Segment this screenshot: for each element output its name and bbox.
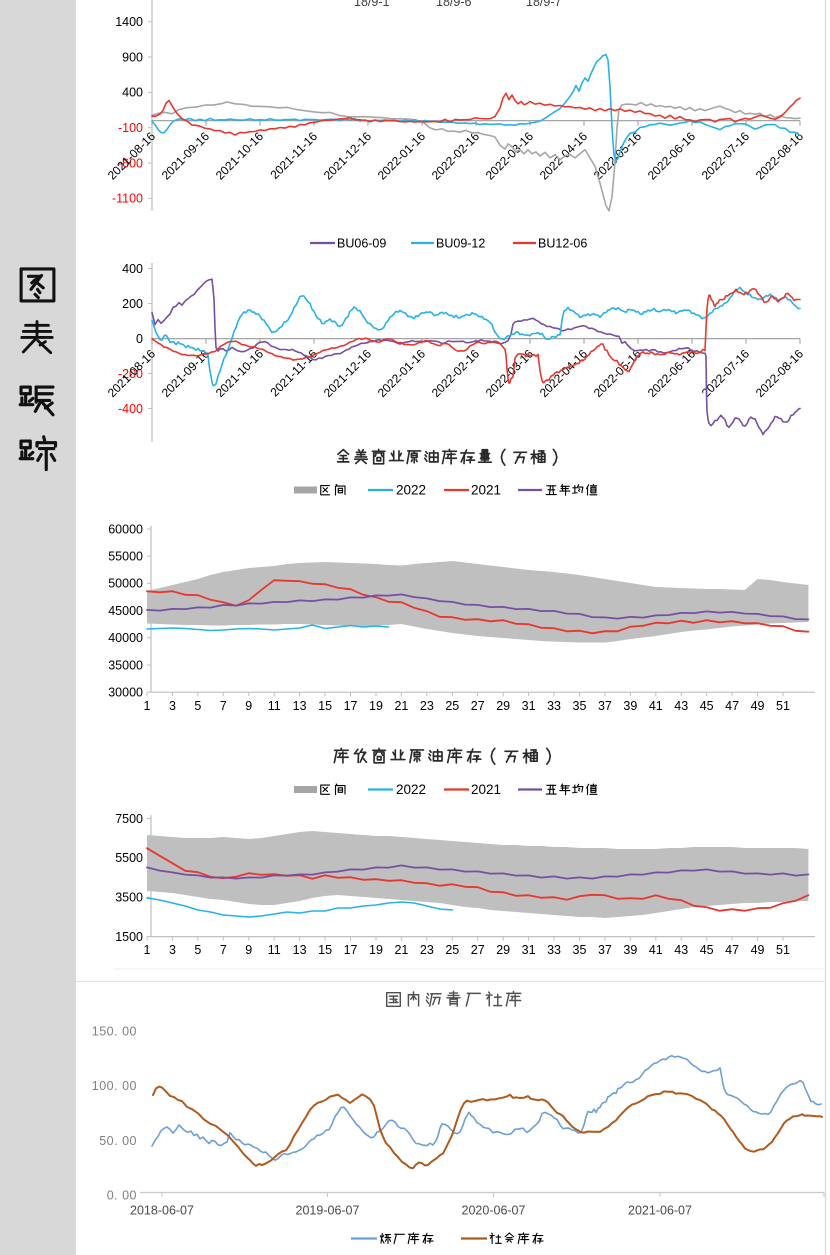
svg-text:39: 39	[623, 699, 637, 713]
svg-text:0. 00: 0. 00	[107, 1189, 137, 1203]
svg-text:37: 37	[598, 699, 612, 713]
svg-text:3500: 3500	[115, 891, 143, 905]
svg-text:39: 39	[623, 943, 637, 957]
svg-text:2021: 2021	[471, 782, 501, 797]
svg-text:9: 9	[245, 699, 252, 713]
svg-text:9: 9	[245, 943, 252, 957]
svg-text:41: 41	[649, 699, 663, 713]
svg-text:18/9-1: 18/9-1	[354, 0, 389, 9]
svg-text:-600: -600	[118, 156, 143, 170]
svg-text:11: 11	[268, 699, 281, 713]
svg-text:5: 5	[194, 943, 201, 957]
svg-text:33: 33	[547, 943, 561, 957]
svg-text:2019-06-07: 2019-06-07	[296, 1204, 360, 1218]
svg-text:60000: 60000	[108, 522, 143, 536]
svg-text:150. 00: 150. 00	[92, 1024, 137, 1038]
svg-text:2021-06-07: 2021-06-07	[628, 1204, 692, 1218]
svg-text:7: 7	[220, 943, 227, 957]
svg-text:5500: 5500	[115, 851, 143, 865]
svg-text:-1100: -1100	[112, 192, 143, 206]
svg-text:2022: 2022	[396, 782, 426, 797]
svg-text:7: 7	[220, 699, 227, 713]
svg-text:37: 37	[598, 943, 612, 957]
svg-text:-400: -400	[118, 402, 143, 416]
svg-text:25: 25	[445, 699, 459, 713]
svg-text:19: 19	[369, 943, 383, 957]
svg-text:2020-06-07: 2020-06-07	[462, 1204, 526, 1218]
svg-text:2018-06-07: 2018-06-07	[130, 1204, 194, 1218]
svg-text:400: 400	[122, 86, 143, 100]
svg-text:31: 31	[522, 699, 536, 713]
svg-text:-100: -100	[118, 121, 143, 135]
svg-text:27: 27	[471, 699, 485, 713]
svg-text:25: 25	[445, 943, 459, 957]
svg-text:50000: 50000	[108, 577, 143, 591]
svg-text:3: 3	[169, 943, 176, 957]
svg-text:900: 900	[122, 50, 143, 64]
svg-text:18/9-7: 18/9-7	[526, 0, 561, 9]
svg-text:21: 21	[394, 699, 408, 713]
svg-text:35000: 35000	[108, 658, 143, 672]
svg-text:BU09-12: BU09-12	[436, 237, 485, 251]
svg-text:17: 17	[344, 943, 358, 957]
svg-text:13: 13	[293, 699, 307, 713]
svg-text:50. 00: 50. 00	[99, 1134, 137, 1148]
svg-text:400: 400	[122, 262, 143, 276]
svg-text:23: 23	[420, 699, 434, 713]
svg-text:27: 27	[471, 943, 485, 957]
svg-text:21: 21	[394, 943, 408, 957]
svg-text:2022: 2022	[396, 483, 426, 498]
svg-text:2021: 2021	[471, 483, 501, 498]
svg-text:31: 31	[522, 943, 536, 957]
svg-text:29: 29	[496, 699, 510, 713]
svg-text:35: 35	[573, 943, 587, 957]
svg-text:30000: 30000	[108, 686, 143, 700]
svg-text:15: 15	[318, 699, 332, 713]
svg-text:49: 49	[751, 699, 765, 713]
svg-text:49: 49	[751, 943, 765, 957]
svg-text:19: 19	[369, 699, 383, 713]
svg-text:43: 43	[674, 943, 688, 957]
svg-text:1: 1	[144, 943, 151, 957]
svg-text:BU06-09: BU06-09	[337, 237, 386, 251]
svg-text:47: 47	[725, 699, 739, 713]
svg-text:33: 33	[547, 699, 561, 713]
svg-text:45: 45	[700, 699, 714, 713]
svg-text:45: 45	[700, 943, 714, 957]
svg-text:7500: 7500	[115, 812, 143, 826]
svg-text:0: 0	[136, 332, 143, 346]
svg-text:3: 3	[169, 699, 176, 713]
svg-text:-200: -200	[118, 367, 143, 381]
svg-text:1500: 1500	[115, 930, 143, 944]
svg-text:200: 200	[122, 297, 143, 311]
svg-text:55000: 55000	[108, 550, 143, 564]
svg-text:47: 47	[725, 943, 739, 957]
svg-text:15: 15	[318, 943, 332, 957]
svg-text:45000: 45000	[108, 604, 143, 618]
svg-text:5: 5	[194, 699, 201, 713]
svg-text:35: 35	[573, 699, 587, 713]
svg-text:41: 41	[649, 943, 663, 957]
svg-text:51: 51	[776, 943, 790, 957]
svg-text:18/9-6: 18/9-6	[436, 0, 471, 9]
svg-text:100. 00: 100. 00	[92, 1079, 137, 1093]
svg-text:29: 29	[496, 943, 510, 957]
svg-text:43: 43	[674, 699, 688, 713]
svg-text:1400: 1400	[115, 15, 143, 29]
svg-text:BU12-06: BU12-06	[538, 237, 587, 251]
svg-text:17: 17	[344, 699, 358, 713]
svg-text:51: 51	[776, 699, 790, 713]
svg-text:23: 23	[420, 943, 434, 957]
svg-text:1: 1	[144, 699, 151, 713]
svg-text:11: 11	[268, 943, 281, 957]
svg-text:40000: 40000	[108, 631, 143, 645]
svg-text:13: 13	[293, 943, 307, 957]
